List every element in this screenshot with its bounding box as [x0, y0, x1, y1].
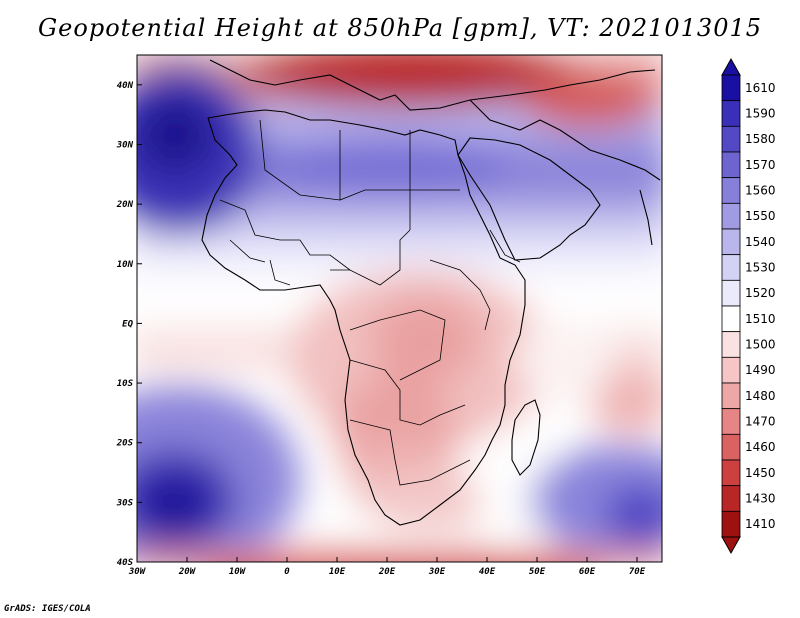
country-borders	[219, 119, 521, 486]
colorbar-label: 1460	[745, 440, 776, 454]
colorbar-label: 1480	[745, 389, 776, 403]
y-tick-label: EQ	[122, 319, 133, 329]
y-tick-label: 40N	[117, 81, 134, 91]
coastlines	[201, 59, 661, 526]
colorbar-label: 1540	[745, 235, 776, 249]
colorbar-label: 1590	[745, 107, 776, 121]
colorbar-swatch	[721, 202, 741, 230]
colorbar-label: 1570	[745, 158, 776, 172]
y-tick-label: 30N	[116, 140, 134, 150]
colorbar-bottom-arrow	[721, 536, 741, 555]
colorbar: 1610 1590 1580 1570 1560 1550 1540 1530 1520 1510…	[721, 57, 776, 555]
colorbar-swatch	[721, 125, 741, 153]
colorbar-label: 1610	[745, 81, 776, 95]
colorbar-label: 1560	[745, 184, 776, 198]
y-tick-label: 20S	[116, 439, 134, 449]
colorbar-swatch	[721, 331, 741, 358]
credits-footer: GrADS: IGES/COLA	[4, 604, 91, 614]
x-tick-label: 10E	[329, 567, 346, 577]
x-tick-label: 30W	[128, 567, 147, 577]
colorbar-label: 1450	[745, 466, 776, 480]
colorbar-swatch	[721, 433, 741, 461]
colorbar-swatch	[721, 485, 741, 512]
colorbar-swatch	[721, 177, 741, 204]
y-tick-label: 40S	[117, 558, 134, 568]
colorbar-swatch	[721, 305, 741, 333]
colorbar-label: 1520	[745, 286, 776, 300]
colorbar-swatch	[721, 100, 741, 127]
x-tick-label: 40E	[479, 567, 496, 577]
colorbar-label: 1410	[745, 517, 776, 531]
colorbar-swatch	[721, 459, 741, 487]
height-field	[137, 55, 662, 562]
colorbar-swatch	[721, 382, 741, 410]
colorbar-label: 1510	[745, 312, 776, 326]
x-tick-label: 70E	[629, 567, 646, 577]
colorbar-label: 1500	[745, 338, 776, 352]
colorbar-swatch	[721, 408, 741, 435]
x-tick-label: 50E	[529, 567, 546, 577]
x-tick-label: 60E	[579, 567, 596, 577]
map-frame	[136, 54, 663, 563]
y-tick-label: 30S	[116, 498, 134, 508]
colorbar-swatch	[721, 279, 741, 307]
y-tick-label: 10N	[117, 260, 134, 270]
y-tick-label: 10S	[117, 379, 134, 389]
colorbar-label: 1490	[745, 363, 776, 377]
x-tick-label: 30E	[428, 567, 446, 577]
colorbar-label: 1580	[745, 132, 776, 146]
x-tick-label: 10W	[229, 567, 247, 577]
colorbar-swatch	[721, 356, 741, 384]
colorbar-label: 1470	[745, 415, 776, 429]
colorbar-top-arrow	[721, 57, 741, 76]
colorbar-swatch	[721, 510, 741, 538]
colorbar-swatch	[721, 254, 741, 281]
colorbar-swatch	[721, 228, 741, 256]
map-title: Geopotential Height at 850hPa [gpm], VT:…	[38, 14, 762, 42]
colorbar-label: 1550	[745, 209, 776, 223]
x-tick-label: 20W	[178, 567, 197, 577]
x-tick-label: 0	[284, 567, 290, 577]
colorbar-swatch	[721, 74, 741, 102]
y-tick-label: 20N	[116, 200, 134, 210]
x-tick-label: 20E	[378, 567, 396, 577]
colorbar-swatch	[721, 151, 741, 179]
colorbar-label: 1530	[745, 261, 776, 275]
colorbar-label: 1430	[745, 492, 776, 506]
x-axis: 30W 20W 10W 0 10E 20E 30E 40E 50E 60E 70E	[128, 557, 646, 577]
y-axis: 40N 30N 20N 10N EQ 10S 20S 30S 40S	[116, 81, 142, 568]
